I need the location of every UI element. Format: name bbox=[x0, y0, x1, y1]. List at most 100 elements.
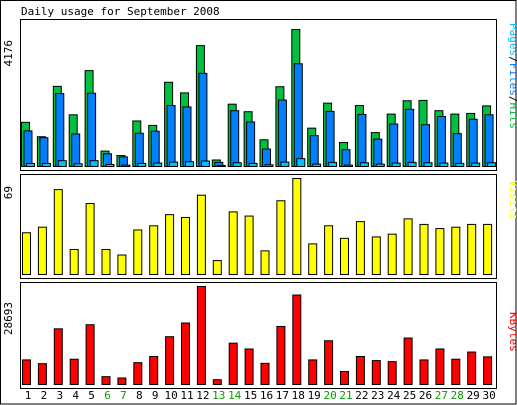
day-label-3: 3 bbox=[56, 389, 63, 402]
bar-visits-day-24 bbox=[387, 233, 397, 275]
bar-files-day-28 bbox=[452, 133, 462, 167]
bar-pages-day-23 bbox=[375, 163, 385, 167]
bar-files-day-15-body bbox=[246, 121, 256, 168]
bar-kbytes-day-18-body bbox=[292, 294, 302, 386]
bar-pages-day-29-body bbox=[471, 162, 481, 167]
panel-traffic-max-label: 4176 bbox=[2, 40, 15, 67]
bar-files-day-30-body bbox=[484, 114, 494, 167]
bar-kbytes-day-18 bbox=[292, 294, 302, 386]
bar-kbytes-day-29 bbox=[467, 351, 477, 386]
bar-files-day-21-body bbox=[341, 149, 351, 167]
bar-visits-day-29-body bbox=[467, 223, 477, 275]
bar-pages-day-18 bbox=[296, 158, 306, 167]
bar-visits-day-30-body bbox=[483, 223, 493, 275]
bar-visits-day-14 bbox=[228, 211, 238, 276]
bar-files-day-16 bbox=[262, 148, 271, 167]
bar-pages-day-27-body bbox=[439, 162, 449, 167]
bar-pages-day-19 bbox=[312, 163, 322, 167]
bar-visits-day-23-body bbox=[371, 236, 381, 275]
bar-pages-day-14 bbox=[232, 162, 242, 167]
bar-files-day-8 bbox=[134, 132, 144, 167]
bar-files-day-30 bbox=[484, 114, 494, 167]
bar-files-day-19 bbox=[309, 135, 319, 167]
bar-kbytes-day-10 bbox=[165, 336, 175, 386]
day-label-24: 24 bbox=[387, 389, 401, 402]
bar-files-day-15 bbox=[246, 121, 256, 168]
bar-files-day-24-body bbox=[389, 123, 399, 167]
bar-files-day-26-body bbox=[421, 124, 430, 168]
bar-files-day-3-body bbox=[55, 93, 65, 167]
bar-kbytes-day-22 bbox=[355, 355, 365, 385]
bar-pages-day-19-body bbox=[312, 163, 322, 167]
day-label-4: 4 bbox=[72, 389, 79, 402]
bar-visits-day-25-body bbox=[403, 218, 413, 275]
bar-pages-day-13 bbox=[216, 164, 226, 168]
bar-visits-day-22-body bbox=[355, 221, 365, 275]
bar-pages-day-8 bbox=[137, 162, 147, 168]
bar-files-day-9 bbox=[150, 130, 160, 167]
bar-pages-day-16-body bbox=[264, 164, 274, 168]
day-label-18: 18 bbox=[292, 389, 305, 402]
panel-traffic-legend: Pages/Files/Hits bbox=[507, 23, 517, 129]
day-label-16: 16 bbox=[260, 389, 273, 402]
bar-pages-day-2 bbox=[41, 162, 51, 168]
bar-visits-day-20 bbox=[324, 225, 334, 276]
legend-part-0: Pages bbox=[507, 23, 517, 56]
bar-kbytes-day-2 bbox=[37, 363, 47, 385]
day-label-20: 20 bbox=[323, 389, 336, 402]
bar-kbytes-day-25-body bbox=[403, 337, 413, 386]
day-label-21: 21 bbox=[339, 389, 352, 402]
bar-kbytes-day-8 bbox=[133, 362, 143, 386]
day-label-19: 19 bbox=[308, 389, 321, 402]
bar-kbytes-day-15-body bbox=[244, 348, 254, 385]
bar-files-day-10-body bbox=[166, 105, 176, 167]
legend-part-2: Files bbox=[507, 63, 517, 96]
bar-pages-day-6 bbox=[105, 163, 115, 168]
bar-pages-day-10 bbox=[169, 161, 179, 167]
bar-pages-day-30-body bbox=[487, 162, 497, 167]
bar-files-day-24 bbox=[389, 123, 399, 167]
bar-kbytes-day-8-body bbox=[133, 362, 143, 386]
bar-kbytes-day-27-body bbox=[435, 348, 445, 385]
bar-visits-day-19 bbox=[308, 243, 318, 276]
day-label-2: 2 bbox=[41, 389, 48, 402]
bar-pages-day-25-body bbox=[407, 161, 417, 168]
bar-pages-day-22-body bbox=[359, 162, 369, 167]
bar-files-day-4 bbox=[71, 133, 81, 168]
bar-kbytes-day-17-body bbox=[276, 325, 286, 386]
bar-pages-day-14-body bbox=[232, 162, 242, 167]
bar-pages-day-9 bbox=[153, 162, 163, 167]
day-label-25: 25 bbox=[403, 389, 416, 402]
panel-visits-frame bbox=[20, 174, 497, 279]
bar-visits-day-1 bbox=[22, 232, 31, 275]
bar-visits-day-24-body bbox=[387, 233, 397, 275]
bar-kbytes-day-24-body bbox=[387, 361, 397, 385]
bar-kbytes-day-21 bbox=[340, 371, 349, 385]
bar-pages-day-7-body bbox=[121, 164, 131, 167]
bar-files-day-18 bbox=[293, 63, 303, 167]
bar-visits-day-14-body bbox=[228, 211, 238, 276]
bar-kbytes-day-3-body bbox=[53, 328, 63, 385]
bar-pages-day-1 bbox=[26, 162, 35, 168]
bar-pages-day-3-body bbox=[57, 160, 67, 167]
bar-visits-day-22 bbox=[355, 221, 365, 275]
bar-kbytes-day-15 bbox=[244, 348, 254, 385]
bar-visits-day-30 bbox=[483, 223, 493, 275]
bar-pages-day-11-body bbox=[185, 161, 194, 167]
day-label-26: 26 bbox=[419, 389, 432, 402]
bar-visits-day-9 bbox=[149, 225, 159, 276]
bar-files-day-17 bbox=[277, 99, 287, 167]
bar-kbytes-day-6-body bbox=[101, 376, 111, 386]
bar-pages-day-24-body bbox=[391, 162, 401, 167]
bar-files-day-5 bbox=[87, 92, 97, 167]
bar-visits-day-5-body bbox=[85, 203, 95, 275]
legend-part-4: Hits bbox=[507, 103, 517, 130]
panel-visits-legend: Visits bbox=[507, 180, 517, 220]
bar-files-day-12-body bbox=[198, 72, 208, 167]
bar-files-day-23-body bbox=[373, 138, 383, 167]
bar-kbytes-day-19 bbox=[308, 359, 318, 385]
bar-pages-day-9-body bbox=[153, 162, 163, 167]
bar-files-day-25 bbox=[405, 108, 415, 167]
bar-visits-day-17 bbox=[276, 200, 286, 275]
bar-kbytes-day-14-body bbox=[228, 342, 238, 386]
